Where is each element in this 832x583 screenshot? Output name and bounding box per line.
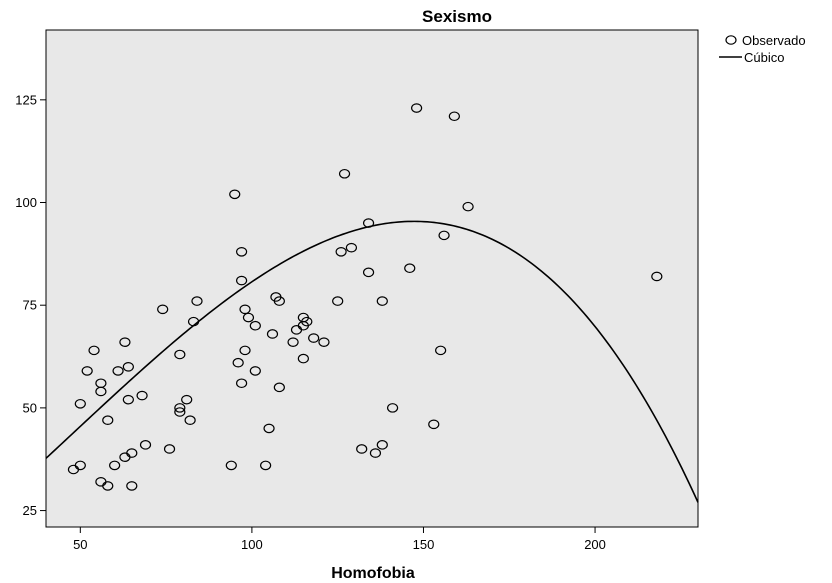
data-point: [184, 415, 196, 426]
y-tick-label: 100: [15, 195, 37, 210]
data-point: [122, 394, 134, 405]
data-point: [236, 378, 248, 389]
data-point: [81, 366, 93, 376]
y-tick-label: 75: [23, 298, 37, 313]
data-point: [266, 329, 279, 339]
x-axis-label: Homofobia: [331, 565, 415, 582]
data-point: [74, 398, 86, 409]
y-tick-label: 25: [23, 503, 37, 518]
data-point: [229, 189, 241, 200]
data-point: [438, 230, 450, 241]
legend: Observado Cúbico: [719, 33, 806, 65]
chart-title: Sexismo: [422, 7, 492, 26]
data-point: [376, 440, 388, 450]
data-point: [136, 390, 148, 401]
x-tick-label: 200: [584, 537, 606, 552]
data-point: [404, 263, 416, 274]
data-point: [651, 271, 663, 282]
legend-marker-observado: [725, 35, 737, 45]
data-point: [297, 353, 309, 364]
data-point: [191, 296, 203, 306]
data-point: [122, 362, 134, 372]
data-point: [232, 357, 244, 368]
data-point: [112, 366, 124, 376]
data-point: [126, 481, 138, 491]
legend-label-cubico: Cúbico: [744, 50, 784, 65]
data-point: [174, 403, 186, 413]
data-point: [109, 460, 121, 471]
data-point: [462, 201, 474, 212]
data-point: [263, 423, 275, 434]
data-point: [301, 316, 313, 327]
data-point: [239, 304, 251, 315]
data-point: [174, 349, 186, 360]
data-point: [362, 218, 375, 228]
data-point: [242, 312, 255, 323]
data-point: [119, 337, 131, 347]
data-point: [139, 440, 152, 450]
legend-label-observado: Observado: [742, 33, 806, 48]
plot-background: [45, 29, 699, 528]
data-point: [376, 296, 388, 306]
data-point: [239, 345, 251, 356]
data-point: [225, 460, 237, 471]
points-layer: [67, 103, 663, 491]
data-point: [88, 345, 100, 356]
data-point: [332, 296, 344, 306]
data-point: [74, 460, 86, 471]
data-point: [435, 345, 447, 356]
data-point: [287, 337, 299, 347]
data-point: [411, 103, 423, 113]
data-point: [236, 247, 248, 257]
data-point: [102, 481, 114, 491]
data-point: [163, 444, 176, 454]
data-point: [273, 382, 285, 393]
y-tick-label: 125: [15, 92, 37, 107]
axes-layer: 50 100 150 200 25 50 75 100 125: [15, 92, 606, 552]
data-point: [356, 444, 368, 454]
data-point: [260, 460, 272, 471]
data-point: [187, 316, 200, 327]
data-point: [369, 448, 382, 458]
data-point: [386, 403, 399, 413]
data-point: [448, 111, 460, 122]
data-point: [428, 419, 440, 430]
data-point: [181, 394, 193, 405]
data-point: [335, 247, 347, 257]
data-point: [95, 386, 107, 397]
x-tick-label: 150: [413, 537, 435, 552]
x-tick-label: 100: [241, 537, 263, 552]
data-point: [273, 296, 285, 306]
data-point: [126, 448, 138, 458]
data-point: [338, 168, 351, 179]
data-point: [345, 242, 358, 253]
data-point: [236, 275, 248, 286]
x-tick-label: 50: [73, 537, 87, 552]
data-point: [174, 407, 186, 417]
data-point: [362, 267, 375, 278]
y-tick-label: 50: [23, 400, 37, 415]
data-point: [102, 415, 114, 426]
data-point: [249, 366, 261, 376]
data-point: [249, 320, 261, 331]
data-point: [308, 333, 320, 343]
data-point: [318, 337, 330, 347]
data-point: [157, 304, 169, 315]
